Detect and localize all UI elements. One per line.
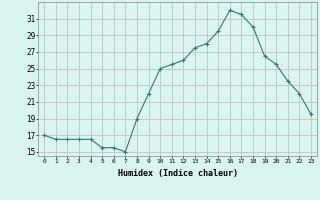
X-axis label: Humidex (Indice chaleur): Humidex (Indice chaleur): [118, 169, 238, 178]
